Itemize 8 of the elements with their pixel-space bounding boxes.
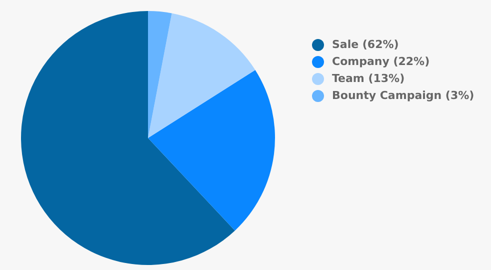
pie-slice <box>148 13 256 138</box>
pie-slice <box>148 11 172 138</box>
legend-label: Sale (62%) <box>332 38 399 51</box>
legend-label: Team (13%) <box>332 72 405 85</box>
pie-slice <box>21 11 235 265</box>
legend-label: Bounty Campaign (3%) <box>332 89 474 102</box>
legend-label: Company (22%) <box>332 55 430 68</box>
pie-slice <box>148 70 275 231</box>
